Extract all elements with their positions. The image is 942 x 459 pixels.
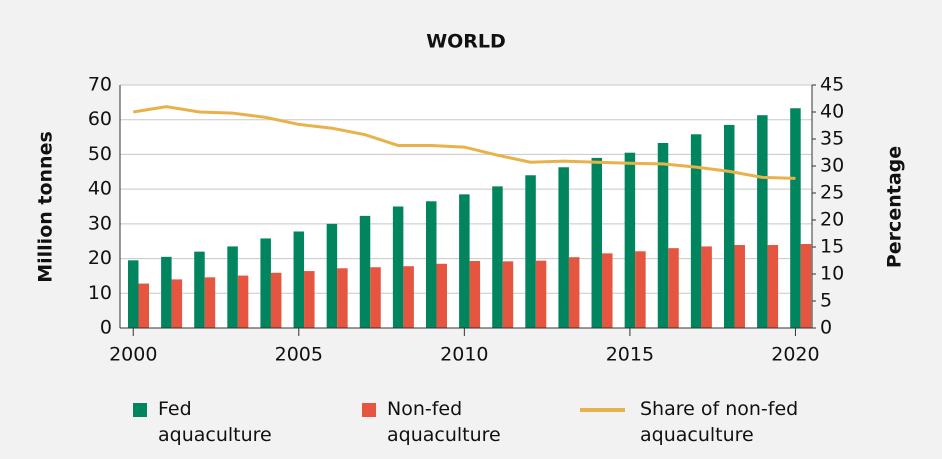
bar bbox=[723, 124, 735, 329]
legend-label: Fed aquaculture bbox=[158, 398, 272, 446]
x-tick-label: 2000 bbox=[109, 344, 157, 366]
bar bbox=[635, 251, 646, 328]
bar bbox=[591, 157, 603, 328]
bar bbox=[767, 245, 779, 328]
x-tick-label: 2020 bbox=[771, 344, 819, 366]
bar bbox=[657, 142, 669, 328]
y-tick-label: 50 bbox=[88, 143, 112, 165]
bar bbox=[690, 134, 702, 328]
bar bbox=[425, 201, 437, 328]
bar bbox=[436, 263, 447, 328]
bar bbox=[535, 260, 547, 328]
y-tick-label: 0 bbox=[100, 317, 112, 339]
bar bbox=[492, 186, 503, 328]
bar bbox=[161, 256, 172, 328]
bar bbox=[326, 223, 338, 328]
y-tick-label: 70 bbox=[88, 74, 112, 96]
y2-tick-label: 20 bbox=[820, 209, 844, 231]
bar bbox=[459, 194, 470, 328]
bar bbox=[260, 238, 271, 328]
bar bbox=[270, 272, 282, 328]
bar bbox=[602, 253, 613, 328]
bar bbox=[237, 275, 249, 328]
bar bbox=[337, 268, 348, 328]
bar bbox=[525, 175, 536, 328]
bar bbox=[558, 167, 569, 328]
bar bbox=[392, 206, 404, 328]
y2-tick-label: 10 bbox=[820, 263, 844, 285]
y2-tick-label: 0 bbox=[820, 317, 832, 339]
bar bbox=[469, 261, 481, 328]
line bbox=[133, 105, 796, 180]
y-tick-label: 30 bbox=[88, 212, 112, 234]
y2-tick-label: 15 bbox=[820, 236, 844, 258]
bar bbox=[790, 108, 801, 328]
bar bbox=[701, 246, 712, 328]
bar bbox=[403, 266, 414, 328]
bar bbox=[293, 231, 305, 328]
y2-tick-label: 30 bbox=[820, 155, 844, 177]
bar bbox=[568, 257, 580, 328]
legend-label: Share of non-fed aquaculture bbox=[640, 398, 799, 446]
y2-tick-label: 45 bbox=[820, 74, 844, 96]
bar bbox=[624, 152, 636, 328]
bar bbox=[668, 248, 679, 328]
y2-tick-label: 25 bbox=[820, 182, 844, 204]
bar bbox=[304, 271, 315, 328]
y-axis-label: Million tonnes bbox=[35, 131, 57, 283]
bar bbox=[502, 261, 514, 328]
bar bbox=[734, 245, 745, 328]
legend-swatch bbox=[362, 403, 376, 417]
y-tick-label: 40 bbox=[88, 178, 112, 200]
chart-title: WORLD bbox=[426, 31, 506, 53]
bar bbox=[370, 267, 381, 328]
x-tick-label: 2005 bbox=[275, 344, 323, 366]
bar bbox=[194, 251, 205, 328]
bar bbox=[757, 115, 768, 328]
y-tick-label: 20 bbox=[88, 247, 112, 269]
y2-tick-label: 5 bbox=[820, 290, 832, 312]
x-tick-label: 2010 bbox=[440, 344, 488, 366]
y-tick-label: 60 bbox=[88, 108, 112, 130]
bar bbox=[227, 246, 238, 328]
y2-tick-label: 35 bbox=[820, 128, 844, 150]
bar bbox=[171, 279, 183, 328]
bar bbox=[127, 260, 139, 328]
bar bbox=[800, 243, 812, 328]
x-tick-label: 2015 bbox=[606, 344, 654, 366]
bar bbox=[359, 215, 371, 328]
y-tick-label: 10 bbox=[88, 282, 112, 304]
bar bbox=[204, 277, 216, 328]
y2-tick-label: 40 bbox=[820, 101, 844, 123]
legend-label: Non-fed aquaculture bbox=[387, 398, 501, 446]
legend-swatch bbox=[133, 403, 147, 417]
bar bbox=[138, 283, 149, 328]
y2-axis-label: Percentage bbox=[884, 146, 906, 268]
